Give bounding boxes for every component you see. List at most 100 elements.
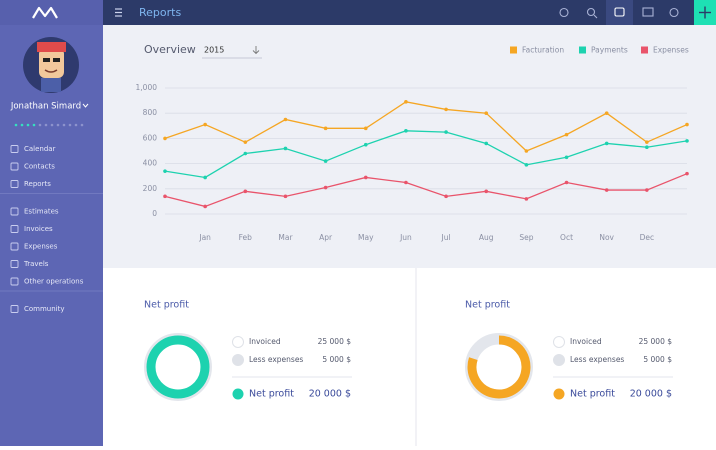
menu-item[interactable]: Other operations [24, 278, 84, 286]
logo-area [0, 0, 103, 25]
menu-icon [10, 260, 19, 268]
row-amount: 25 000 $ [318, 337, 352, 346]
point [363, 142, 368, 147]
menu-icon [10, 180, 19, 188]
point [283, 146, 288, 151]
point [645, 140, 649, 144]
dot [80, 123, 84, 127]
dot [26, 123, 30, 127]
panel-title: Net profit [144, 300, 189, 311]
page-title: Reports [139, 6, 181, 19]
menu-item[interactable]: Invoices [24, 225, 53, 233]
point [243, 151, 248, 156]
point [484, 111, 489, 115]
legend-swatch [510, 46, 517, 54]
row-amount: 5 000 $ [643, 355, 672, 364]
dot [44, 123, 48, 127]
point [604, 111, 609, 115]
series-line [164, 173, 688, 208]
point [404, 180, 408, 185]
row-marker [553, 336, 565, 348]
menu-icon [10, 162, 19, 171]
x-tick-label: Jul [441, 233, 451, 242]
point [484, 189, 489, 194]
dot [38, 123, 42, 127]
menu-item[interactable]: Expenses [24, 243, 58, 251]
x-tick-label: Aug [479, 233, 494, 242]
total-marker [553, 388, 565, 400]
x-tick-label: Dec [640, 233, 655, 242]
y-tick-label: 200 [143, 184, 158, 193]
donut-ring [146, 335, 210, 399]
menu-icon [10, 305, 19, 313]
point [203, 204, 207, 209]
avatar [23, 37, 79, 93]
user-name[interactable]: Jonathan Simard [10, 102, 81, 112]
x-tick-label: May [358, 233, 374, 242]
point [363, 175, 368, 180]
total-label: Net profit [570, 389, 615, 400]
point [323, 159, 328, 163]
point [203, 122, 207, 127]
point [404, 129, 408, 133]
menu-item[interactable]: Travels [23, 260, 49, 268]
point [444, 194, 448, 199]
top-icons[interactable] [559, 7, 679, 19]
y-tick-label: 600 [143, 133, 158, 142]
x-tick-label: Jan [198, 233, 211, 242]
dot [14, 123, 18, 127]
point [564, 155, 569, 160]
x-tick-label: Sep [519, 233, 533, 242]
menu-item[interactable]: Estimates [24, 208, 59, 216]
x-tick-label: Jun [399, 233, 412, 242]
menu-icon [10, 242, 19, 251]
total-marker [232, 388, 244, 400]
point [444, 130, 448, 134]
point [363, 126, 368, 131]
point [243, 189, 248, 194]
dot [68, 123, 72, 127]
menu-icon [10, 277, 19, 286]
y-tick-label: 1,000 [136, 83, 158, 92]
dot [32, 123, 36, 127]
point [283, 117, 288, 122]
chart-area [103, 25, 716, 268]
menu-item[interactable]: Contacts [24, 163, 55, 171]
point [323, 185, 328, 190]
point [444, 107, 448, 112]
point [685, 171, 689, 176]
menu-icon [10, 225, 19, 233]
y-tick-label: 400 [143, 159, 158, 168]
logo [32, 6, 58, 19]
point [163, 194, 167, 199]
x-tick-label: Oct [560, 233, 573, 242]
user-caret[interactable] [82, 103, 89, 108]
series-line [164, 130, 688, 179]
y-tick-label: 800 [143, 108, 158, 117]
point [203, 175, 207, 180]
add-icon[interactable] [699, 6, 711, 19]
row-amount: 25 000 $ [639, 337, 673, 346]
menu-item[interactable]: Community [24, 305, 65, 313]
point [604, 188, 609, 192]
y-tick-label: 0 [152, 209, 157, 218]
point [604, 141, 609, 146]
menu-item[interactable]: Calendar [24, 145, 56, 153]
point [564, 180, 569, 185]
menu-icon[interactable] [115, 8, 122, 17]
select-arrow[interactable] [252, 46, 260, 55]
point [685, 139, 689, 143]
point [163, 169, 167, 173]
point [524, 163, 529, 167]
x-tick-label: Apr [319, 233, 333, 242]
x-tick-label: Nov [599, 233, 614, 242]
series-line [164, 101, 688, 152]
donut-ring [467, 335, 531, 399]
point [524, 197, 529, 201]
menu-item[interactable]: Reports [24, 180, 51, 188]
overview-title: Overview [144, 43, 196, 56]
active-tab[interactable] [606, 0, 633, 25]
year-select[interactable]: 2015 [204, 46, 224, 55]
